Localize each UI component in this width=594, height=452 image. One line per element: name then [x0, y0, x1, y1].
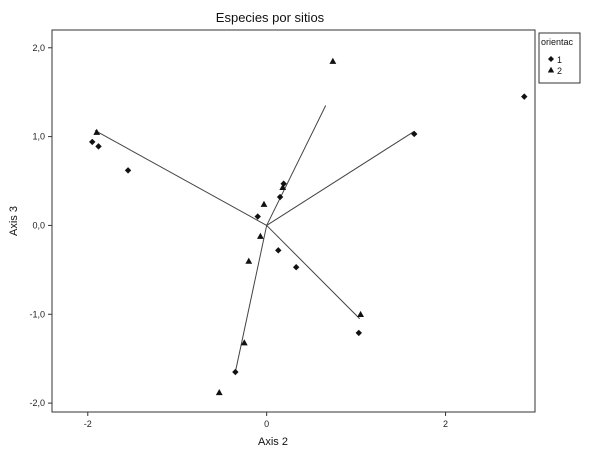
series-1-point-3: [254, 213, 261, 220]
series-2-point-7: [329, 57, 337, 64]
legend-entries: 12: [547, 55, 562, 76]
x-tick-label-2: 2: [443, 419, 448, 429]
series-2-point-0: [93, 128, 101, 135]
legend-box: [538, 32, 581, 84]
y-tick-label-3: -1,0: [29, 309, 45, 319]
vector-line-4: [234, 225, 268, 373]
series-2-point-1: [260, 200, 268, 207]
series-2-point-4: [245, 257, 253, 264]
points: [89, 57, 528, 396]
series-2-point-3: [257, 232, 264, 239]
series-2-point-6: [215, 389, 223, 396]
series-1-point-10: [411, 130, 418, 138]
vector-line-2: [266, 130, 415, 226]
y-axis-title: Axis 3: [8, 206, 20, 236]
legend-marker-0: [548, 56, 554, 62]
y-tick-label-4: -2,0: [29, 398, 45, 408]
y-tick-label-0: 2,0: [32, 43, 45, 53]
plot-frame: [51, 29, 536, 413]
legend-label-0: 1: [557, 55, 562, 65]
series-1-point-2: [124, 167, 132, 174]
legend-label-1: 2: [557, 66, 562, 76]
series-2-point-5: [240, 339, 248, 346]
vectors: [94, 105, 415, 373]
legend-title: orientac: [541, 37, 574, 47]
series-1-point-6: [275, 247, 282, 254]
vector-line-0: [94, 129, 267, 226]
legend-marker-1: [547, 66, 555, 73]
series-2-point-8: [357, 310, 364, 317]
legend: orientac 12: [538, 32, 581, 84]
series-1-point-8: [232, 368, 239, 376]
series-1-point-11: [521, 93, 528, 100]
chart-title: Especies por sitios: [216, 10, 325, 25]
vector-line-3: [266, 225, 361, 320]
series-1-point-0: [89, 138, 96, 146]
x-tick-label-1: 0: [264, 419, 269, 429]
series-1-point-7: [292, 263, 300, 271]
y-tick-label-2: 0,0: [32, 220, 45, 230]
x-axis-title: Axis 2: [258, 436, 288, 448]
series-1-point-1: [95, 143, 102, 150]
series-2-point-2: [279, 183, 287, 190]
x-tick-label-0: -2: [84, 419, 92, 429]
vector-line-1: [266, 105, 327, 226]
ticks: -2 0 2 2,0 1,0 0,0 -1,0 -2,0: [29, 43, 448, 429]
series-1-point-9: [355, 329, 362, 337]
series-1-point-4: [276, 193, 284, 201]
y-tick-label-1: 1,0: [32, 132, 45, 142]
